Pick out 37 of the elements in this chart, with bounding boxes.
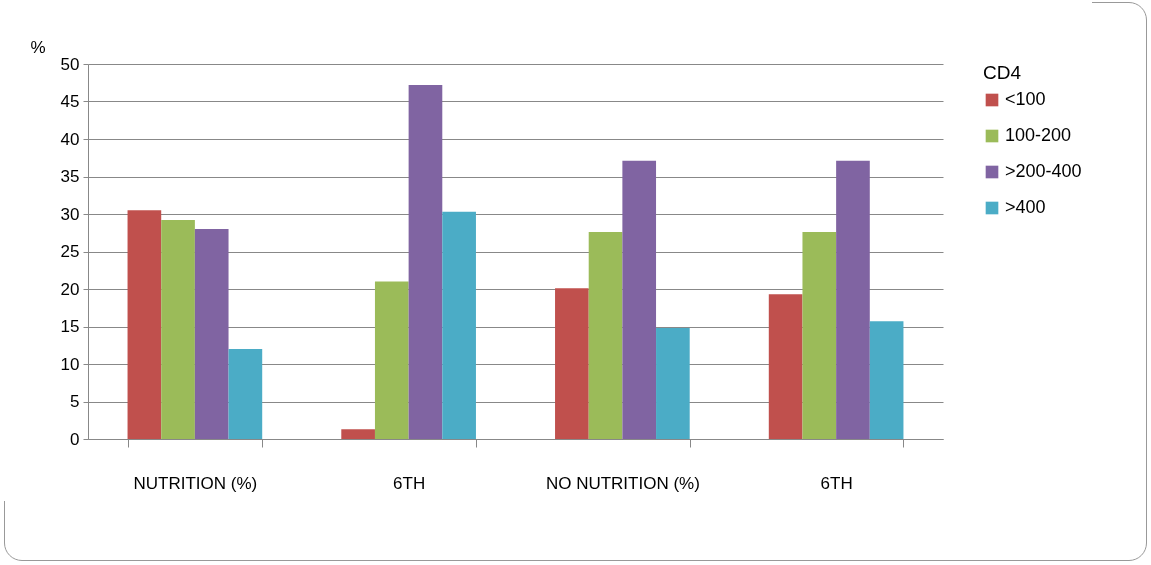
- x-tick-label: NO NUTRITION (%): [545, 473, 700, 493]
- y-tick-label: 15: [60, 317, 80, 336]
- y-tick-label: 30: [60, 204, 80, 224]
- bar: [374, 281, 409, 439]
- bar: [656, 328, 690, 439]
- legend-label: <100: [1005, 89, 1046, 109]
- bar: [768, 294, 803, 439]
- x-tick-label: 6TH: [393, 473, 426, 493]
- legend-title: CD4: [983, 62, 1022, 83]
- legend-label: 100-200: [1005, 125, 1072, 145]
- bar: [802, 232, 837, 439]
- x-tick-label: NUTRITION (%): [133, 473, 258, 493]
- bar: [442, 211, 476, 439]
- bar: [228, 349, 263, 439]
- legend-label: >200-400: [1005, 161, 1082, 181]
- bar: [341, 429, 375, 439]
- bar: [408, 85, 443, 439]
- y-tick-label: 20: [60, 279, 80, 299]
- y-tick-label: 40: [60, 129, 80, 149]
- legend-label: >400: [1005, 197, 1046, 217]
- y-tick-label: 0: [70, 429, 80, 449]
- bar: [127, 210, 162, 439]
- bar: [836, 160, 870, 439]
- bar: [161, 220, 195, 439]
- y-tick-label: 35: [60, 167, 80, 186]
- y-tick-label: 10: [60, 354, 80, 374]
- y-tick-label: 25: [60, 242, 80, 261]
- bar: [588, 232, 623, 439]
- y-axis-title: %: [30, 37, 46, 57]
- y-tick-label: 5: [70, 392, 80, 411]
- bar: [555, 288, 589, 439]
- bar: [869, 321, 904, 439]
- x-tick-label: 6TH: [820, 473, 853, 493]
- bar: [194, 229, 229, 439]
- bar: [622, 160, 657, 439]
- y-tick-label: 45: [60, 92, 80, 111]
- y-tick-label: 50: [60, 54, 80, 74]
